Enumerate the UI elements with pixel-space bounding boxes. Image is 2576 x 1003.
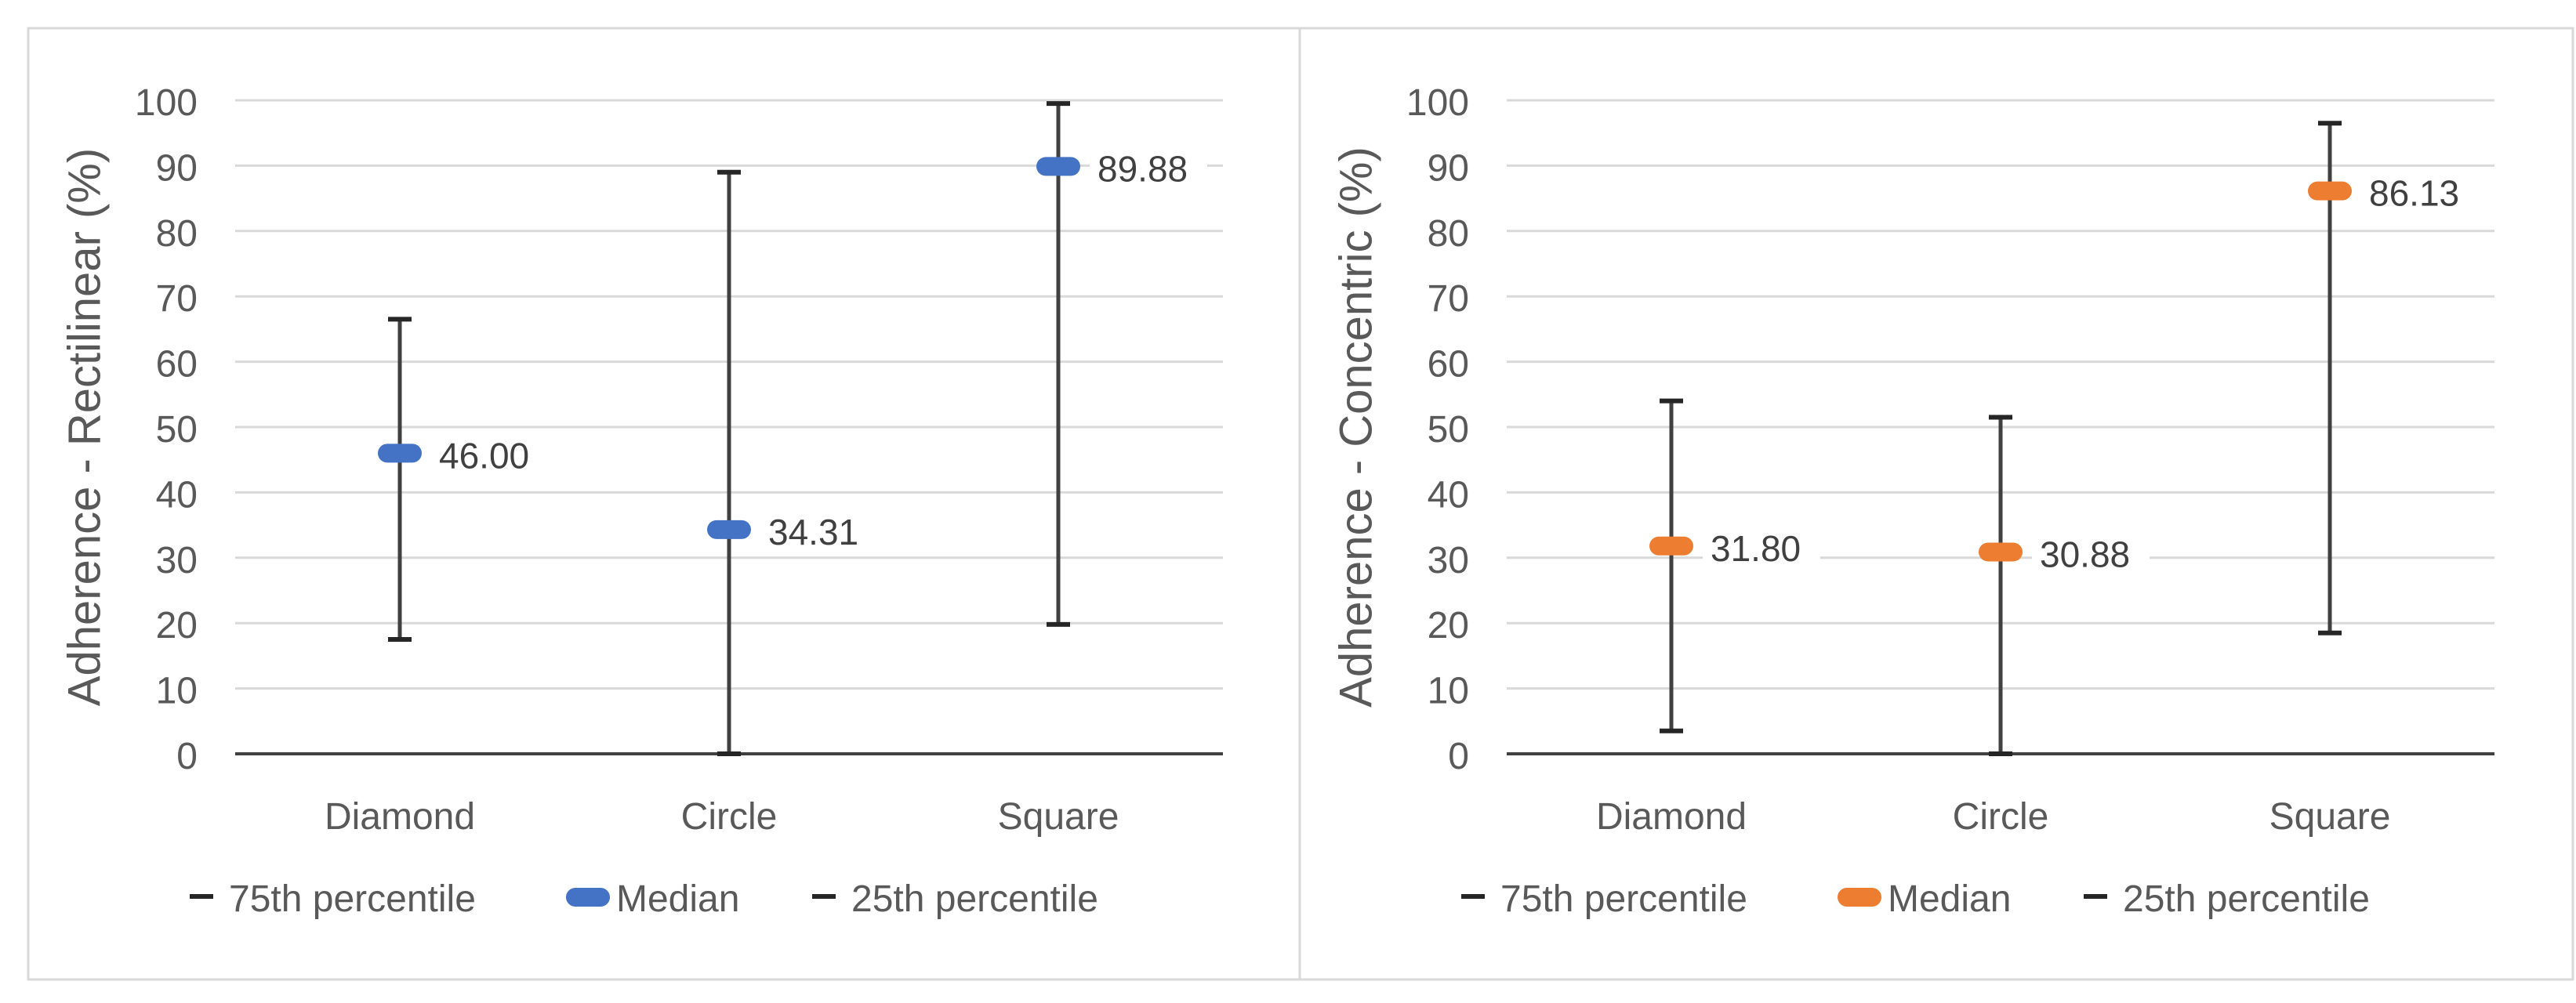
median-data-label: 31.80: [1711, 528, 1801, 569]
y-tick-label: 50: [156, 409, 198, 451]
marks-group: 31.80 30.88 86.13: [1649, 121, 2479, 756]
median-mark: [1649, 536, 1693, 556]
x-tick-label: Square: [998, 796, 1119, 838]
median-mark: [1979, 542, 2023, 562]
y-tick-label: 100: [1406, 82, 1469, 124]
x-tick-label: Diamond: [325, 796, 475, 838]
data-label-bg: [2361, 167, 2479, 212]
median-data-label: 86.13: [2369, 173, 2459, 214]
y-tick-label: 30: [1428, 540, 1469, 581]
x-tick-label: Circle: [681, 796, 778, 838]
median-mark: [2308, 181, 2352, 201]
y-tick-label: 40: [156, 474, 198, 516]
y-tick-label: 20: [1428, 605, 1469, 646]
legend-swatch-median: [566, 888, 610, 907]
chart-concentric: 0 10 20 30 40 50 60 70 80 90 100 Diamond Circle Squar…: [1298, 27, 2574, 981]
data-label-bg: [431, 429, 549, 474]
chart-border: [27, 27, 1301, 981]
y-tick-label: 90: [1428, 147, 1469, 189]
axis-group: 0 10 20 30 40 50 60 70 80 90 100 Diamond Circle Squar…: [135, 82, 1223, 838]
data-label-bg: [760, 505, 878, 550]
legend-label: 75th percentile: [1500, 878, 1747, 920]
y-tick-label: 70: [1428, 278, 1469, 320]
median-data-label: 34.31: [768, 512, 858, 552]
legend-label: 25th percentile: [2123, 878, 2370, 920]
legend: 75th percentile Median 25th percentile: [1461, 878, 2370, 920]
median-mark: [1036, 157, 1080, 176]
legend: 75th percentile Median 25th percentile: [190, 878, 1098, 920]
median-mark: [378, 444, 422, 463]
y-tick-label: 0: [176, 736, 198, 777]
chart-rectilinear: 0 10 20 30 40 50 60 70 80 90 100 Diamond Circle Squar…: [27, 27, 1301, 981]
y-tick-label: 80: [156, 213, 198, 255]
y-tick-label: 50: [1428, 409, 1469, 451]
y-tick-label: 60: [156, 344, 198, 386]
y-tick-label: 70: [156, 278, 198, 320]
y-axis-title: Adherence - Concentric (%): [1330, 147, 1381, 708]
y-tick-label: 60: [1428, 344, 1469, 386]
data-label-bg: [2032, 528, 2150, 573]
chart-border: [1298, 27, 2574, 981]
y-tick-label: 40: [1428, 474, 1469, 516]
data-label-bg: [1703, 522, 1820, 567]
y-tick-label: 90: [156, 147, 198, 189]
x-tick-label: Square: [2269, 796, 2391, 838]
median-data-label: 46.00: [439, 435, 529, 476]
median-data-label: 89.88: [1098, 148, 1188, 189]
y-tick-label: 100: [135, 82, 198, 124]
legend-label: Median: [1888, 878, 2011, 920]
data-label-bg: [1090, 143, 1207, 187]
legend-label: 25th percentile: [851, 878, 1098, 920]
axis-group: 0 10 20 30 40 50 60 70 80 90 100 Diamond Circle Squar…: [1406, 82, 2494, 838]
x-tick-label: Diamond: [1596, 796, 1747, 838]
median-mark: [707, 520, 751, 539]
marks-group: 46.00 34.31 89.88: [378, 101, 1207, 756]
median-data-label: 30.88: [2040, 534, 2130, 574]
x-tick-label: Circle: [1953, 796, 2049, 838]
legend-swatch-median: [1838, 888, 1881, 907]
y-tick-label: 10: [1428, 671, 1469, 712]
legend-label: 75th percentile: [229, 878, 476, 920]
y-tick-label: 20: [156, 605, 198, 646]
y-axis-title: Adherence - Rectilinear (%): [59, 148, 110, 706]
legend-label: Median: [616, 878, 739, 920]
y-tick-label: 10: [156, 671, 198, 712]
y-tick-label: 80: [1428, 213, 1469, 255]
y-tick-label: 30: [156, 540, 198, 581]
y-tick-label: 0: [1448, 736, 1469, 777]
